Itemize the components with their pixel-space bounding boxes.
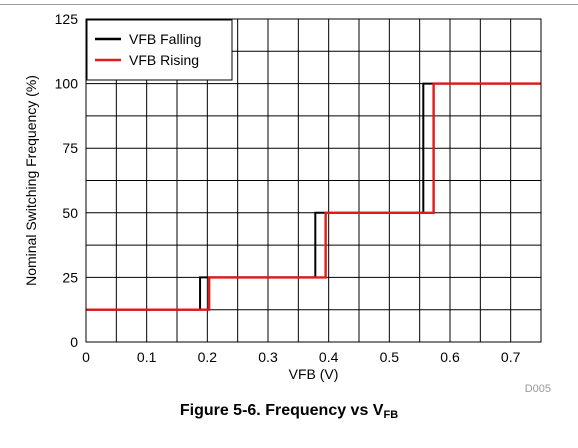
x-tick-label: 0.3 — [258, 349, 278, 365]
y-tick-label: 125 — [55, 11, 79, 27]
plot-id: D005 — [525, 383, 551, 395]
x-tick-label: 0.4 — [319, 349, 339, 365]
plot-frame — [85, 18, 542, 343]
tick-labels: 0 0.1 0.2 0.3 0.4 0.5 0.6 0.7 0 25 50 75 100 125 — [55, 11, 521, 365]
legend-label: VFB Falling — [129, 31, 201, 47]
y-tick-label: 50 — [62, 205, 78, 221]
legend-box — [86, 19, 233, 81]
x-tick-label: 0.5 — [380, 349, 400, 365]
legend: VFB Falling VFB Rising — [86, 19, 233, 81]
figure-caption: Figure 5-6. Frequency vs VFB — [0, 402, 578, 421]
x-tick-label: 0.6 — [440, 349, 460, 365]
y-tick-label: 0 — [70, 334, 78, 350]
series-line-vfb-rising — [86, 82, 541, 311]
x-axis-title: VFB (V) — [289, 366, 339, 382]
frequency-vs-vfb-chart: 0 0.1 0.2 0.3 0.4 0.5 0.6 0.7 0 25 50 75 100 125 VFB … — [23, 11, 551, 395]
caption-subscript: FB — [383, 409, 399, 421]
series-lines — [86, 82, 541, 311]
y-axis-title: Nominal Switching Frequency (%) — [23, 75, 39, 286]
y-tick-label: 100 — [55, 76, 79, 92]
top-rule — [0, 4, 578, 5]
caption-text: Figure 5-6. Frequency vs V — [179, 402, 384, 419]
x-tick-label: 0.7 — [501, 349, 521, 365]
y-tick-label: 75 — [62, 140, 78, 156]
series-line-vfb-falling — [86, 82, 541, 311]
y-tick-label: 25 — [62, 269, 78, 285]
legend-label: VFB Rising — [129, 52, 199, 68]
x-tick-label: 0 — [82, 349, 90, 365]
x-tick-label: 0.2 — [198, 349, 218, 365]
x-tick-label: 0.1 — [137, 349, 157, 365]
